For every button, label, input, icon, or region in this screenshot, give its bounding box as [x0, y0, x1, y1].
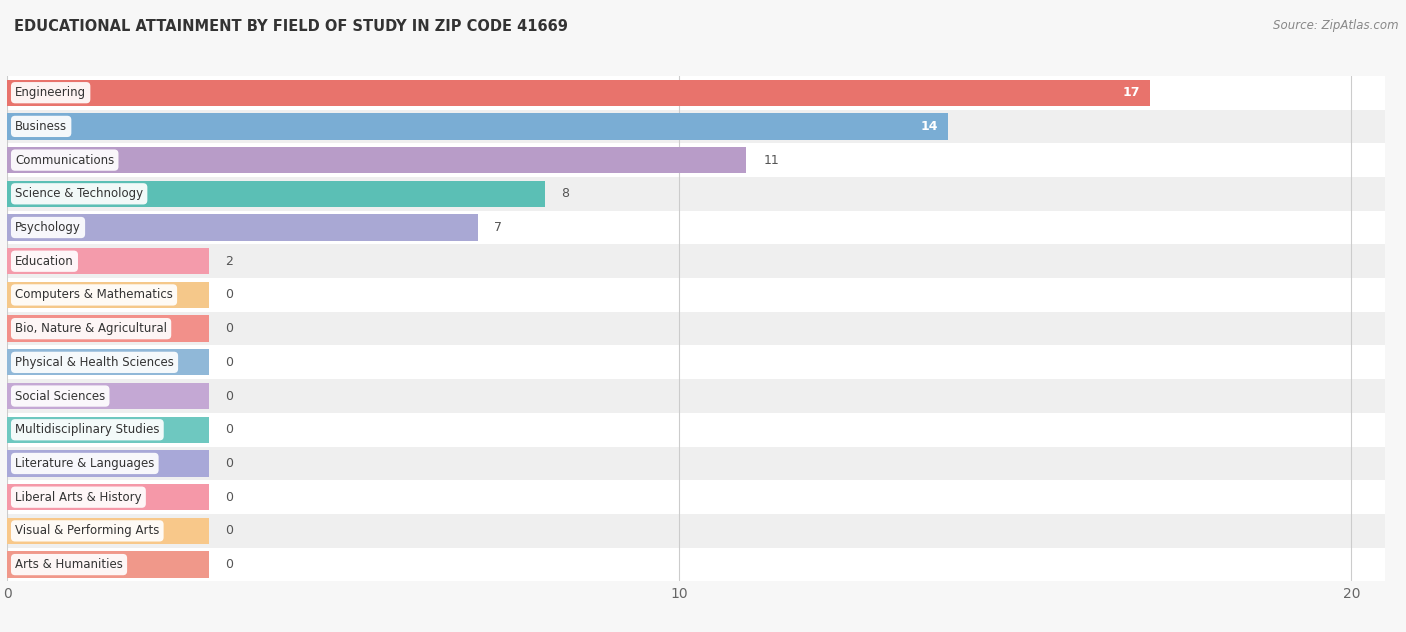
Text: 0: 0 [225, 356, 233, 369]
Text: Computers & Mathematics: Computers & Mathematics [15, 288, 173, 301]
Bar [7, 346, 1385, 379]
Bar [7, 451, 208, 477]
Text: Social Sciences: Social Sciences [15, 389, 105, 403]
Text: 8: 8 [561, 187, 569, 200]
Text: 14: 14 [921, 120, 938, 133]
Text: Literature & Languages: Literature & Languages [15, 457, 155, 470]
Bar [7, 143, 1385, 177]
Text: Arts & Humanities: Arts & Humanities [15, 558, 122, 571]
Text: 17: 17 [1122, 86, 1140, 99]
Bar [7, 76, 1385, 109]
Text: 11: 11 [763, 154, 779, 167]
Bar [7, 282, 208, 308]
Text: Bio, Nature & Agricultural: Bio, Nature & Agricultural [15, 322, 167, 335]
Bar [7, 484, 208, 510]
Text: 0: 0 [225, 389, 233, 403]
Bar [7, 480, 1385, 514]
Bar [7, 413, 1385, 447]
Text: Psychology: Psychology [15, 221, 82, 234]
Bar [7, 109, 1385, 143]
Bar [7, 552, 208, 578]
Text: Visual & Performing Arts: Visual & Performing Arts [15, 525, 159, 537]
Text: 0: 0 [225, 288, 233, 301]
Bar [7, 113, 948, 140]
Text: Communications: Communications [15, 154, 114, 167]
Bar [7, 416, 208, 443]
Bar [7, 80, 1150, 106]
Bar [7, 177, 1385, 210]
Text: 2: 2 [225, 255, 233, 268]
Bar [7, 514, 1385, 548]
Bar [7, 447, 1385, 480]
Text: EDUCATIONAL ATTAINMENT BY FIELD OF STUDY IN ZIP CODE 41669: EDUCATIONAL ATTAINMENT BY FIELD OF STUDY… [14, 19, 568, 34]
Bar [7, 278, 1385, 312]
Text: 0: 0 [225, 322, 233, 335]
Text: 0: 0 [225, 423, 233, 436]
Bar [7, 214, 478, 241]
Bar [7, 379, 1385, 413]
Text: 0: 0 [225, 457, 233, 470]
Bar [7, 210, 1385, 245]
Text: 0: 0 [225, 558, 233, 571]
Bar [7, 349, 208, 375]
Bar [7, 383, 208, 409]
Bar [7, 248, 208, 274]
Text: Business: Business [15, 120, 67, 133]
Bar [7, 315, 208, 342]
Bar [7, 181, 544, 207]
Text: Multidisciplinary Studies: Multidisciplinary Studies [15, 423, 160, 436]
Bar [7, 312, 1385, 346]
Bar [7, 245, 1385, 278]
Text: Science & Technology: Science & Technology [15, 187, 143, 200]
Text: Engineering: Engineering [15, 86, 86, 99]
Text: 7: 7 [495, 221, 502, 234]
Text: Liberal Arts & History: Liberal Arts & History [15, 490, 142, 504]
Bar [7, 548, 1385, 581]
Bar [7, 518, 208, 544]
Text: Source: ZipAtlas.com: Source: ZipAtlas.com [1274, 19, 1399, 32]
Text: 0: 0 [225, 525, 233, 537]
Text: Physical & Health Sciences: Physical & Health Sciences [15, 356, 174, 369]
Text: 0: 0 [225, 490, 233, 504]
Text: Education: Education [15, 255, 75, 268]
Bar [7, 147, 747, 173]
